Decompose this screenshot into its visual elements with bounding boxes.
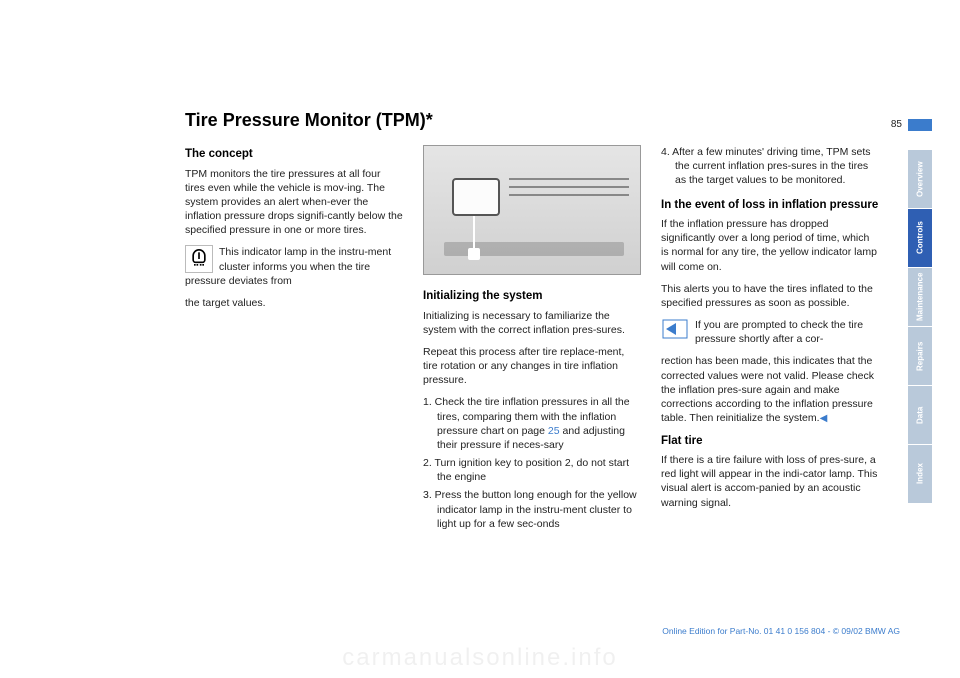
tab-index[interactable]: Index — [908, 445, 932, 503]
figure-decor-line — [509, 194, 629, 196]
page-number: 85 — [891, 119, 902, 130]
footer-edition-text: Online Edition for Part-No. 01 41 0 156 … — [662, 626, 900, 636]
page-reference-link[interactable]: 25 — [548, 425, 560, 437]
list-item: 4. After a few minutes' driving time, TP… — [661, 145, 879, 188]
para-indicator-lamp-tail: the target values. — [185, 296, 403, 310]
watermark-text: carmanualsonline.info — [0, 644, 960, 672]
column-2: Initializing the system Initializing is … — [423, 145, 641, 535]
heading-concept: The concept — [185, 147, 403, 163]
heading-loss-pressure: In the event of loss in inflation pressu… — [661, 198, 879, 214]
init-steps-list-cont: 4. After a few minutes' driving time, TP… — [661, 145, 879, 188]
list-item: 2. Turn ignition key to position 2, do n… — [423, 456, 641, 484]
tpm-button-icon — [463, 185, 485, 205]
tab-controls[interactable]: Controls — [908, 209, 932, 267]
column-1: The concept TPM monitors the tire pressu… — [185, 145, 403, 535]
content-columns: The concept TPM monitors the tire pressu… — [185, 145, 900, 535]
heading-flat-tire: Flat tire — [661, 434, 879, 450]
para-flat: If there is a tire failure with loss of … — [661, 453, 879, 510]
page-number-accent-bar — [908, 119, 932, 131]
para-note-tail: rection has been made, this indicates th… — [661, 354, 879, 425]
tab-maintenance[interactable]: Maintenance — [908, 268, 932, 326]
figure-pointer-tip — [468, 248, 480, 260]
para-loss-1: If the inflation pressure has dropped si… — [661, 217, 879, 274]
tab-repairs[interactable]: Repairs — [908, 327, 932, 385]
tab-overview[interactable]: Overview — [908, 150, 932, 208]
para-concept: TPM monitors the tire pressures at all f… — [185, 167, 403, 238]
list-item: 1. Check the tire inflation pressures in… — [423, 395, 641, 452]
para-indicator-lamp-text: This indicator lamp in the instru-ment c… — [185, 246, 391, 286]
figure-decor-line — [509, 186, 629, 188]
init-steps-list: 1. Check the tire inflation pressures in… — [423, 395, 641, 531]
note-arrow-icon — [661, 318, 689, 340]
figure-decor-line — [509, 178, 629, 180]
tab-data[interactable]: Data — [908, 386, 932, 444]
para-indicator-lamp: This indicator lamp in the instru-ment c… — [185, 245, 403, 288]
para-note-text: If you are prompted to check the tire pr… — [695, 319, 863, 345]
para-note: If you are prompted to check the tire pr… — [661, 318, 879, 346]
heading-initializing: Initializing the system — [423, 289, 641, 305]
para-note-tail-text: rection has been made, this indicates th… — [661, 355, 874, 424]
para-init-1: Initializing is necessary to familiarize… — [423, 309, 641, 337]
page-title: Tire Pressure Monitor (TPM)* — [185, 110, 900, 131]
tpm-warning-lamp-icon — [185, 245, 213, 273]
side-tab-strip: Overview Controls Maintenance Repairs Da… — [908, 150, 932, 503]
list-item: 3. Press the button long enough for the … — [423, 488, 641, 531]
manual-page: 85 Overview Controls Maintenance Repairs… — [0, 0, 960, 678]
column-3: 4. After a few minutes' driving time, TP… — [661, 145, 879, 535]
tpm-button-figure — [423, 145, 641, 275]
end-of-note-triangle-icon: ◀ — [820, 413, 828, 424]
para-loss-2: This alerts you to have the tires inflat… — [661, 282, 879, 310]
para-init-2: Repeat this process after tire replace-m… — [423, 345, 641, 388]
